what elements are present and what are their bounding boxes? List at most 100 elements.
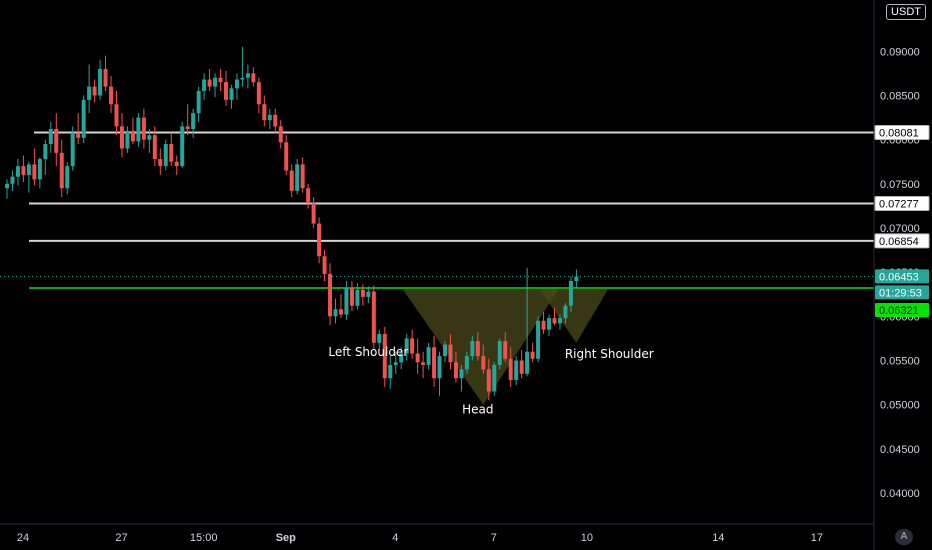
candle-down <box>486 369 491 392</box>
candle-down <box>448 344 453 363</box>
candle-down <box>251 73 256 83</box>
time-tick-label: 10 <box>581 532 593 544</box>
time-tick-label: Sep <box>276 532 296 544</box>
candle-up <box>240 77 245 80</box>
candle-down <box>306 188 311 204</box>
candle-down <box>349 288 354 306</box>
candle-down <box>103 68 108 87</box>
price-tick-label: 0.04500 <box>880 444 920 456</box>
candle-down <box>503 341 508 359</box>
pattern-label: Right Shoulder <box>565 347 654 361</box>
time-axis[interactable]: 24 27 15:00 Sep 4 7 10 14 17 <box>17 532 823 544</box>
candle-down <box>432 347 437 379</box>
candle-up <box>163 144 168 167</box>
candle-down <box>152 135 157 160</box>
candle-up <box>267 114 272 121</box>
candle-down <box>360 289 365 297</box>
resistance-price-tag-bg <box>874 196 930 212</box>
candle-down <box>415 353 420 363</box>
time-tick-label: 24 <box>17 532 29 544</box>
current-price-tag: 0.06453 <box>879 271 919 283</box>
support-price-tag-bg <box>875 302 929 317</box>
candle-up <box>234 79 239 89</box>
candle-down <box>130 130 135 142</box>
candle-up <box>125 130 130 149</box>
time-tick-label: 15:00 <box>190 532 218 544</box>
candle-up <box>355 289 360 306</box>
resistance-price-tag: 0.08081 <box>879 127 919 139</box>
candle-up <box>65 166 70 189</box>
candle-up <box>547 318 552 330</box>
price-tick-label: 0.05000 <box>880 400 920 412</box>
candle-up <box>26 164 31 175</box>
candle-up <box>245 73 250 78</box>
candle-up <box>5 183 9 189</box>
candle-down <box>453 362 458 379</box>
candle-down <box>92 86 97 96</box>
candle-down <box>508 358 513 380</box>
candle-down <box>284 142 289 171</box>
candle-up <box>388 364 393 379</box>
candle-up <box>459 369 464 379</box>
support-price-tag: 0.06321 <box>879 305 919 317</box>
candle-down <box>262 104 267 121</box>
candles <box>5 46 579 401</box>
candle-down <box>218 77 223 83</box>
resistance-price-tag: 0.07277 <box>879 199 919 211</box>
candle-up <box>37 159 42 180</box>
candle-up <box>43 144 48 160</box>
candle-up <box>70 132 75 167</box>
candle-up <box>536 320 541 359</box>
candle-down <box>207 79 212 87</box>
candle-down <box>273 114 278 127</box>
candle-down <box>300 164 305 189</box>
candle-down <box>328 273 333 317</box>
candle-down <box>224 82 228 100</box>
candle-up <box>191 113 196 130</box>
candle-down <box>410 338 415 354</box>
countdown-tag-bg <box>875 285 929 300</box>
candle-down <box>114 104 119 127</box>
candle-down <box>185 126 190 130</box>
pattern-label: Left Shoulder <box>328 345 408 359</box>
price-tick-label: 0.07000 <box>880 223 920 235</box>
candle-down <box>278 126 283 143</box>
candle-up <box>525 351 530 374</box>
time-tick-label: 27 <box>115 532 127 544</box>
countdown-tag: 01:29:53 <box>879 287 922 299</box>
auto-scale-button[interactable]: A <box>895 529 913 545</box>
candle-up <box>202 79 207 92</box>
candle-down <box>552 318 557 324</box>
quote-currency-badge[interactable]: USDT <box>886 4 926 20</box>
candle-up <box>437 356 442 379</box>
candle-up <box>98 68 103 96</box>
candle-down <box>21 166 26 175</box>
candle-down <box>174 161 179 167</box>
candle-up <box>563 305 568 319</box>
candle-down <box>119 126 124 149</box>
candle-up <box>180 126 185 167</box>
candle-down <box>481 356 486 370</box>
candle-down <box>338 309 343 315</box>
candle-up <box>10 176 15 184</box>
candle-up <box>470 341 475 357</box>
candle-up <box>136 117 141 142</box>
current-price-tag-bg <box>875 269 929 284</box>
candle-up <box>393 362 398 365</box>
candle-up <box>399 353 404 363</box>
annotations: Left Shoulder Head Right Shoulder <box>328 345 653 416</box>
candle-up <box>15 166 20 177</box>
resistance-price-tag: 0.06854 <box>879 236 919 248</box>
candle-up <box>568 280 573 306</box>
price-tick-label: 0.09000 <box>880 46 920 58</box>
candle-up <box>366 291 371 297</box>
candle-down <box>59 152 64 189</box>
price-tick-label: 0.08500 <box>880 90 920 102</box>
candle-up <box>333 309 338 317</box>
candle-down <box>169 144 174 162</box>
candle-up <box>497 341 502 365</box>
time-tick-label: 7 <box>491 532 497 544</box>
candle-down <box>76 132 81 138</box>
candle-down <box>371 291 376 343</box>
